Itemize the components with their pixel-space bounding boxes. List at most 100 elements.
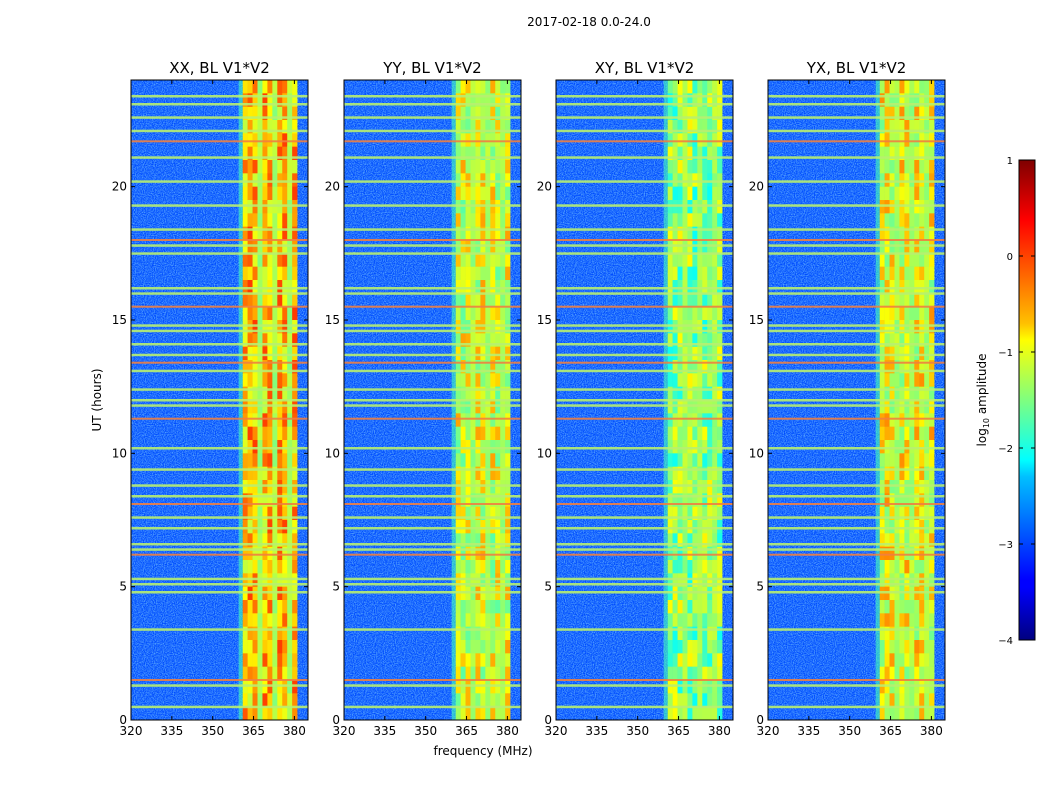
band-cell [505, 120, 511, 134]
band-cell [267, 706, 273, 721]
band-cell [500, 186, 506, 201]
band-cell [717, 413, 723, 427]
band-cell [692, 93, 698, 107]
band-cell [282, 280, 288, 294]
band-cell [242, 200, 248, 214]
band-cell [277, 666, 283, 681]
band-cell [672, 80, 678, 94]
band-cell [455, 706, 461, 721]
flagged-row [556, 591, 733, 594]
band-cell [480, 80, 486, 94]
band-cell [455, 306, 461, 321]
band-cell [277, 560, 283, 574]
band-cell [282, 626, 288, 641]
band-cell [465, 706, 471, 721]
band-cell [667, 306, 673, 321]
band-cell [460, 253, 466, 267]
band-cell [924, 240, 930, 254]
band-cell [717, 293, 723, 307]
band-cell [242, 213, 248, 227]
flagged-row [768, 577, 945, 581]
band-cell [899, 106, 905, 121]
band-cell [667, 706, 673, 721]
band-cell [257, 493, 263, 507]
band-cell [697, 600, 703, 614]
band-cell [262, 533, 268, 547]
band-cell [717, 200, 723, 214]
band-cell [682, 413, 688, 427]
band-cell [682, 400, 688, 414]
band-cell [242, 400, 248, 414]
band-cell [672, 120, 678, 134]
band-cell [677, 186, 683, 201]
band-cell [257, 466, 263, 481]
band-cell [929, 293, 935, 307]
band-cell [277, 266, 283, 281]
band-cell [707, 493, 713, 507]
band-cell [475, 146, 481, 161]
band-cell [712, 520, 718, 534]
band-cell [292, 186, 298, 201]
band-cell [292, 293, 298, 307]
band-cell [904, 653, 910, 667]
band-cell [692, 146, 698, 161]
band-cell [879, 346, 885, 361]
band-cell [899, 666, 905, 681]
band-cell [455, 626, 461, 641]
band-cell [470, 413, 476, 427]
band-cell [262, 373, 268, 387]
band-cell [470, 106, 476, 121]
band-cell [929, 186, 935, 201]
flagged-row [556, 129, 733, 133]
band-cell [490, 413, 496, 427]
band-cell [242, 520, 248, 534]
band-cell [282, 133, 288, 147]
band-cell [707, 600, 713, 614]
flagged-row [344, 548, 521, 551]
band-cell [267, 480, 273, 494]
flagged-row [556, 583, 733, 586]
band-cell [470, 226, 476, 241]
band-cell [879, 373, 885, 387]
band-cell [707, 533, 713, 547]
band-cell [919, 493, 925, 507]
band-cell [717, 653, 723, 667]
band-cell [272, 253, 278, 267]
band-cell [505, 106, 511, 121]
band-cell [909, 480, 915, 494]
band-cell [894, 360, 900, 374]
band-cell [919, 546, 925, 561]
band-cell [914, 480, 920, 494]
band-cell [495, 546, 501, 561]
band-cell [712, 93, 718, 107]
band-cell [914, 213, 920, 227]
band-cell [247, 133, 253, 147]
band-cell [692, 306, 698, 321]
band-cell [292, 80, 298, 94]
band-cell [687, 280, 693, 294]
band-cell [879, 160, 885, 174]
band-cell [697, 613, 703, 627]
band-cell [692, 520, 698, 534]
band-cell [267, 346, 273, 361]
band-cell [267, 173, 273, 187]
band-cell [267, 626, 273, 641]
flagged-row [344, 684, 521, 687]
band-cell [712, 680, 718, 694]
band-cell [277, 400, 283, 414]
flagged-row [131, 447, 308, 450]
band-cell [495, 320, 501, 334]
band-cell [470, 533, 476, 547]
band-cell [470, 333, 476, 347]
band-cell [252, 466, 258, 481]
band-cell [505, 440, 511, 454]
panel-title: YY, BL V1*V2 [382, 59, 481, 77]
band-cell [894, 600, 900, 614]
band-cell [500, 146, 506, 161]
band-cell [465, 240, 471, 254]
band-cell [682, 106, 688, 121]
band-cell [899, 493, 905, 507]
band-cell [495, 640, 501, 654]
band-cell [485, 560, 491, 574]
band-cell [495, 693, 501, 707]
